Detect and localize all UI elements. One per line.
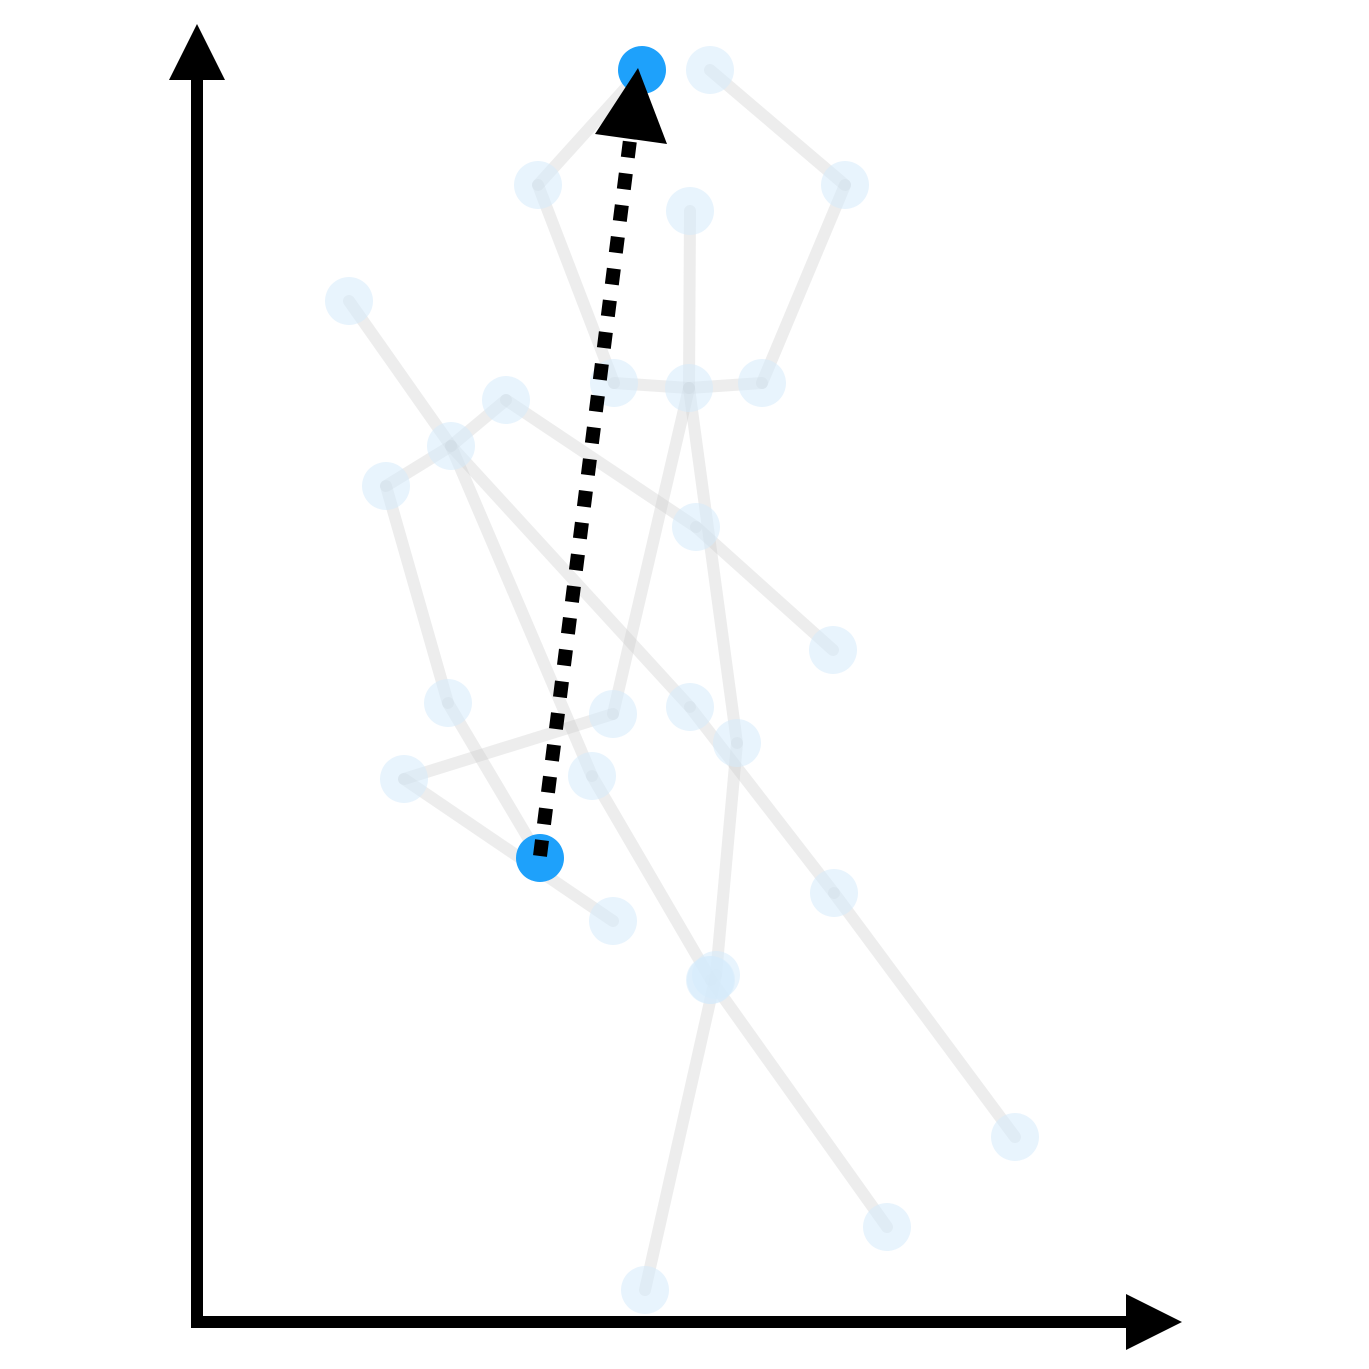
skeleton-1-joint [738,359,786,407]
skeleton-2-joint [325,277,373,325]
skeleton-2-bone [500,394,702,533]
skeleton-2-joint [687,956,735,1004]
skeleton-1-joint [621,1266,669,1314]
skeleton-2-joint [568,752,616,800]
skeleton-2-joint [424,679,472,727]
skeleton-2-joint [810,869,858,917]
skeleton-1-joint [665,364,713,412]
skeleton-2-bone [690,521,839,656]
skeleton-2-joint [427,422,475,470]
skeleton-2-joint [666,683,714,731]
skeleton-2-bone [684,701,840,899]
x-axis-arrowhead [1126,1294,1182,1350]
skeleton-1-joint [686,46,734,94]
motion-arrow [533,68,667,857]
skeleton-1-bone [756,179,851,389]
skeleton-2-bone [445,440,696,713]
skeleton-2-bone [343,295,457,452]
skeleton-2-bone [445,440,598,782]
skeleton-1-bone [710,737,743,981]
skeleton-2-bone [442,697,546,864]
skeleton-1-bone [704,64,851,191]
skeleton-2-bone [828,887,1021,1143]
motion-arrowhead [595,68,667,144]
skeleton-1-joint [666,187,714,235]
skeleton-2-bone [586,770,717,986]
skeleton-1-joint [514,161,562,209]
skeleton-2-joint [380,755,428,803]
skeleton-2-joint [589,897,637,945]
axes [169,24,1182,1350]
skeleton-1-bone [683,382,743,749]
skeleton-2-bone [380,480,454,709]
skeleton-2-bone [398,708,619,785]
highlighted-joint [516,834,564,882]
skeleton-1-bone [639,969,722,1296]
skeleton-2-joint [482,376,530,424]
skeleton-1-bone [607,382,695,720]
skeleton-2-joint [672,503,720,551]
y-axis-arrowhead [169,24,225,80]
skeleton-2-bone [398,773,619,927]
skeleton-1-joint [821,161,869,209]
skeleton-joints [325,46,1039,1314]
skeleton-2-joint [991,1113,1039,1161]
skeleton-2-joint [863,1203,911,1251]
skeleton-1-joint [713,719,761,767]
skeleton-2-joint [362,462,410,510]
skeleton-2-bone [705,974,893,1233]
skeleton-1-bone [683,205,696,394]
skeleton-1-bone [532,179,620,389]
motion-arrow-shaft [533,139,637,857]
skeleton-2-joint [809,626,857,674]
skeleton-1-joint [589,690,637,738]
